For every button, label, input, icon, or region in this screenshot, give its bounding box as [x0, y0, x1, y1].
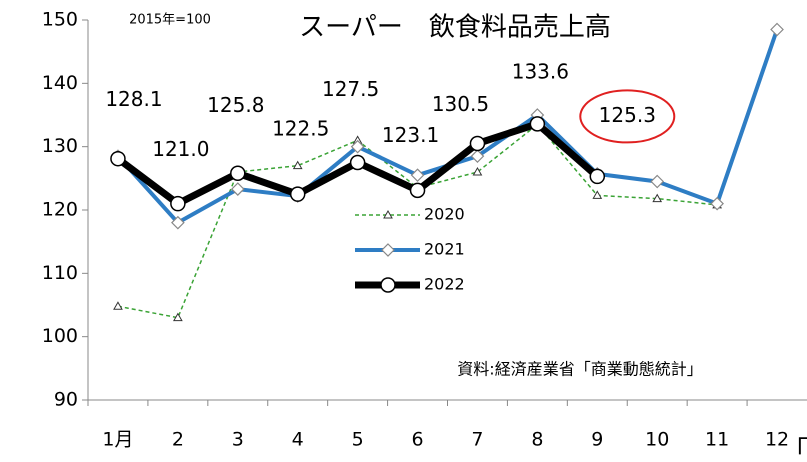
point-marker: [470, 149, 485, 164]
legend-label: 2021: [424, 240, 465, 259]
y-tick-label: 120: [42, 199, 78, 221]
value-label: 127.5: [322, 77, 379, 101]
y-tick-label: 110: [42, 262, 78, 284]
highlight-ellipse: [579, 89, 676, 144]
chart-title: スーパー 飲食料品売上高: [299, 13, 611, 43]
value-label: 130.5: [432, 92, 489, 116]
legend-marker: [380, 277, 396, 293]
point-marker: [110, 150, 126, 167]
x-tick-label: 7: [471, 429, 483, 451]
point-marker: [710, 196, 724, 211]
point-marker: [589, 168, 606, 185]
point-marker: [230, 165, 246, 182]
point-marker: [592, 190, 603, 199]
point-marker: [472, 166, 483, 176]
series-line: [116, 28, 779, 225]
x-tick-label: 11: [705, 429, 729, 451]
y-tick-label: 140: [42, 72, 78, 94]
x-tick-label: 12: [765, 429, 789, 451]
value-label: 125.8: [207, 93, 264, 117]
value-label: 122.5: [272, 117, 329, 141]
point-marker: [650, 174, 665, 189]
value-label: 128.1: [105, 87, 162, 111]
point-marker: [652, 193, 663, 203]
x-tick-label: 3: [232, 429, 244, 451]
legend-label: 2022: [424, 275, 465, 294]
y-tick-label: 100: [42, 325, 78, 347]
corner-mark: 「: [782, 437, 807, 462]
point-marker: [173, 312, 183, 322]
x-tick-label: 4: [292, 429, 304, 451]
legend-label: 2020: [424, 205, 465, 224]
legend-marker: [381, 243, 395, 257]
point-marker: [350, 139, 365, 154]
y-tick-label: 90: [54, 389, 78, 411]
y-tick-label: 150: [42, 9, 78, 31]
point-marker: [349, 154, 366, 171]
point-marker: [170, 195, 186, 212]
x-tick-label: 9: [591, 429, 603, 451]
value-label: 121.0: [152, 137, 209, 161]
value-label: 123.1: [382, 123, 439, 147]
value-label: 125.3: [599, 103, 656, 127]
subtitle: 2015年=100: [129, 13, 211, 28]
legend-marker: [383, 209, 393, 219]
point-marker: [469, 135, 486, 152]
point-marker: [529, 116, 546, 132]
x-tick-label: 5: [352, 429, 364, 451]
point-marker: [113, 301, 123, 310]
point-marker: [410, 168, 425, 183]
source-note: 資料:経済産業省「商業動態統計」: [457, 360, 702, 379]
point-marker: [171, 215, 185, 230]
x-tick-label: 8: [531, 429, 543, 451]
point-marker: [230, 182, 245, 196]
x-tick-label: 2: [172, 429, 184, 451]
x-tick-label: 1月: [102, 429, 133, 451]
point-marker: [409, 182, 426, 199]
x-tick-label: 10: [645, 429, 669, 451]
point-marker: [292, 160, 303, 170]
point-marker: [289, 186, 306, 202]
point-marker: [770, 22, 784, 37]
y-tick-label: 130: [42, 135, 78, 157]
value-label: 133.6: [512, 59, 569, 83]
x-tick-label: 6: [411, 429, 423, 451]
